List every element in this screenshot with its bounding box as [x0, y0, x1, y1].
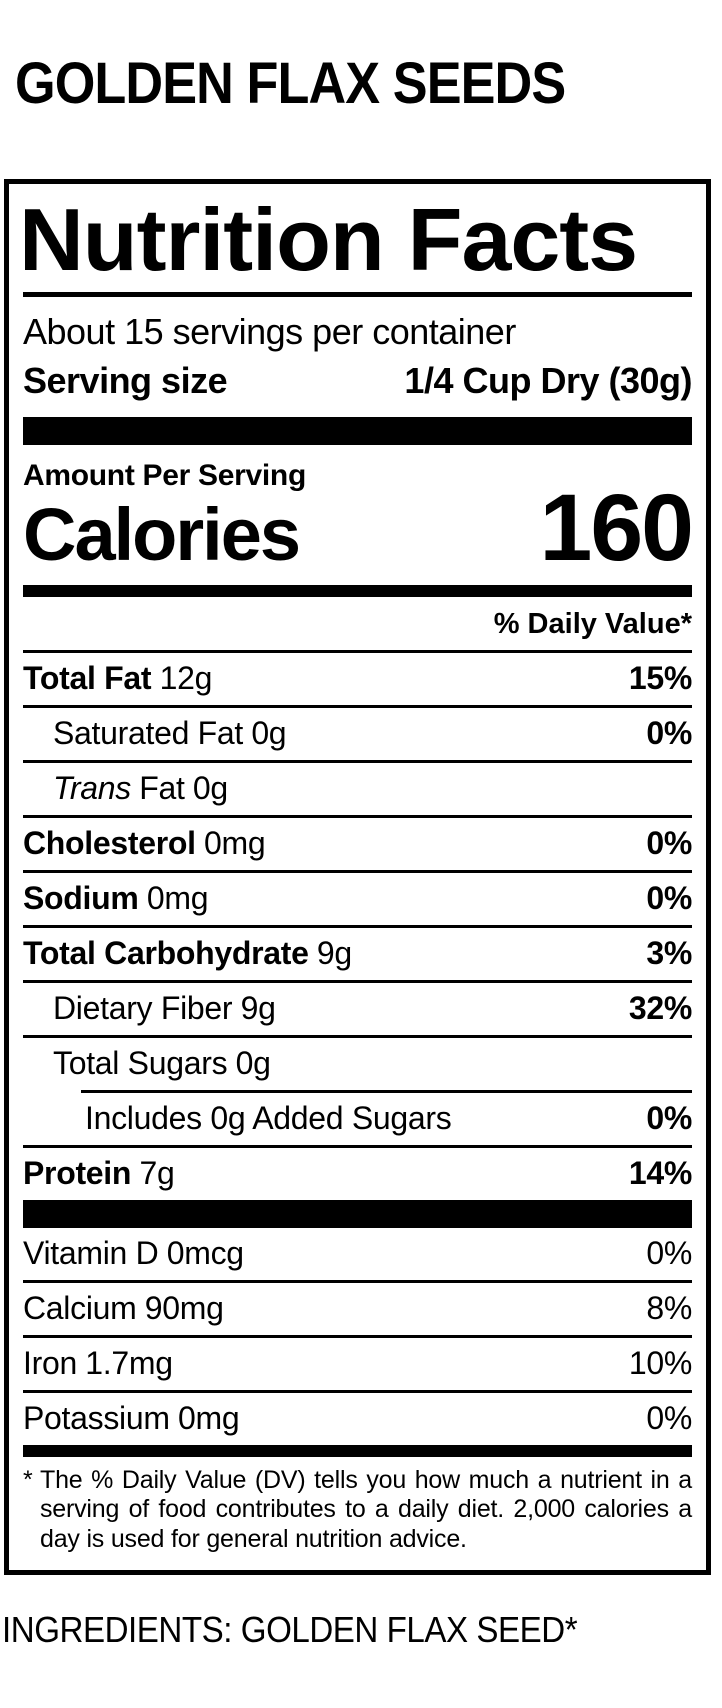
nutrient-amount: 7g	[139, 1155, 175, 1191]
nutrient-amount: 0mg	[146, 880, 209, 916]
nutrient-amount: 0g	[235, 1045, 271, 1081]
nutrient-percent: 10%	[628, 1345, 692, 1381]
nutrient-name-group: Total Sugars 0g	[53, 1045, 271, 1082]
servings-per-container: About 15 servings per container	[23, 311, 516, 352]
nutrient-name: Vitamin D	[23, 1235, 159, 1271]
title-divider	[23, 292, 692, 297]
nutrient-name-group: Sodium 0mg	[23, 880, 209, 917]
nutrient-amount: 0mg	[178, 1400, 240, 1436]
nutrient-name: Includes 0g Added Sugars	[85, 1100, 452, 1136]
nutrient-amount: 0g	[251, 715, 287, 751]
calories-label: Calories	[23, 493, 301, 576]
nutrient-name-group: Potassium 0mg	[23, 1400, 240, 1437]
serving-size-row: Serving size 1/4 Cup Dry (30g)	[23, 360, 692, 402]
nutrient-name: Dietary Fiber	[53, 990, 233, 1026]
nutrient-name-group: Total Carbohydrate 9g	[23, 935, 352, 972]
nutrient-row-total-sugars: Total Sugars 0g	[23, 1035, 692, 1090]
nutrient-percent: 32%	[628, 990, 692, 1026]
nutrient-name: Saturated Fat	[53, 715, 243, 751]
nutrient-name-group: Includes 0g Added Sugars	[85, 1100, 452, 1137]
nutrient-name: Cholesterol	[23, 825, 196, 861]
nutrient-percent: 14%	[628, 1155, 692, 1191]
nutrient-row-sodium: Sodium 0mg 0%	[23, 870, 692, 925]
nutrient-percent: 0%	[646, 715, 692, 751]
nutrient-percent: 0%	[646, 880, 692, 916]
nutrient-percent: 8%	[646, 1290, 692, 1326]
nutrient-name-group: Vitamin D 0mcg	[23, 1235, 244, 1272]
added-sugars-divider	[81, 1090, 692, 1093]
amount-per-serving-label: Amount Per Serving	[23, 459, 306, 492]
nutrient-row-saturated-fat: Saturated Fat 0g 0%	[23, 705, 692, 760]
nutrient-amount: 9g	[316, 935, 352, 971]
nutrient-row-cholesterol: Cholesterol 0mg 0%	[23, 815, 692, 870]
nutrient-name: Calcium	[23, 1290, 137, 1326]
nutrient-name: Total Fat	[23, 660, 152, 696]
footnote-text: The % Daily Value (DV) tells you how muc…	[40, 1466, 692, 1553]
nutrient-amount: 0g	[192, 770, 228, 806]
nutrient-name-group: Trans Fat 0g	[53, 770, 228, 807]
section-bar	[23, 1200, 692, 1228]
nutrient-name: Total Sugars	[53, 1045, 228, 1081]
nutrient-percent: 0%	[646, 1235, 692, 1271]
nutrient-percent: 0%	[646, 825, 692, 861]
micronutrient-row-potassium: Potassium 0mg 0%	[23, 1390, 692, 1445]
nutrition-facts-panel: Nutrition Facts About 15 servings per co…	[4, 179, 711, 1575]
nutrient-name-group: Dietary Fiber 9g	[53, 990, 276, 1027]
section-bar	[23, 1445, 692, 1457]
nutrient-name-group: Cholesterol 0mg	[23, 825, 266, 862]
nutrient-amount: 0mcg	[166, 1235, 244, 1271]
nutrient-row-dietary-fiber: Dietary Fiber 9g 32%	[23, 980, 692, 1035]
micronutrient-row-calcium: Calcium 90mg 8%	[23, 1280, 692, 1335]
nutrient-amount: 90mg	[144, 1290, 224, 1326]
nutrient-row-total-fat: Total Fat 12g 15%	[23, 650, 692, 705]
nutrient-percent: 0%	[646, 1400, 692, 1436]
nutrient-amount: 0mg	[204, 825, 266, 861]
nutrient-name: Protein	[23, 1155, 132, 1191]
ingredients-line: INGREDIENTS: GOLDEN FLAX SEED*	[2, 1608, 578, 1650]
nutrient-amount: 1.7mg	[85, 1345, 173, 1381]
nutrient-row-trans-fat: Trans Fat 0g	[23, 760, 692, 815]
calories-row: Calories 160	[23, 475, 694, 581]
section-bar	[23, 417, 692, 445]
nutrient-name-group: Saturated Fat 0g	[53, 715, 287, 752]
nutrient-name: Potassium	[23, 1400, 170, 1436]
nutrient-amount: 9g	[240, 990, 276, 1026]
nutrient-name: Fat	[139, 770, 185, 806]
micronutrient-row-vitamin-d: Vitamin D 0mcg 0%	[23, 1228, 692, 1280]
product-title: GOLDEN FLAX SEEDS	[15, 51, 566, 116]
footnote: * The % Daily Value (DV) tells you how m…	[23, 1457, 692, 1570]
nutrition-facts-title: Nutrition Facts	[19, 190, 638, 289]
nutrient-name-group: Protein 7g	[23, 1155, 175, 1192]
nutrient-name-italic: Trans	[53, 770, 131, 806]
nutrient-row-total-carbohydrate: Total Carbohydrate 9g 3%	[23, 925, 692, 980]
daily-value-header: % Daily Value*	[493, 608, 692, 640]
nutrient-name: Sodium	[23, 880, 139, 916]
section-bar	[23, 585, 692, 597]
nutrient-percent: 3%	[646, 935, 692, 971]
nutrient-row-protein: Protein 7g 14%	[23, 1145, 692, 1200]
page: GOLDEN FLAX SEEDS Nutrition Facts About …	[0, 50, 722, 1708]
nutrient-percent: 15%	[628, 660, 692, 696]
micronutrient-row-iron: Iron 1.7mg 10%	[23, 1335, 692, 1390]
nutrient-row-added-sugars: Includes 0g Added Sugars 0%	[23, 1093, 692, 1145]
nutrient-name: Iron	[23, 1345, 77, 1381]
nutrient-name-group: Iron 1.7mg	[23, 1345, 173, 1382]
serving-size-value: 1/4 Cup Dry (30g)	[404, 360, 692, 401]
nutrient-percent: 0%	[646, 1100, 692, 1136]
calories-value: 160	[539, 475, 694, 581]
nutrient-amount: 12g	[159, 660, 213, 696]
serving-size-label: Serving size	[23, 360, 228, 401]
nutrient-name: Total Carbohydrate	[23, 935, 309, 971]
nutrient-name-group: Total Fat 12g	[23, 660, 212, 697]
footnote-asterisk: *	[23, 1466, 33, 1494]
nutrient-name-group: Calcium 90mg	[23, 1290, 224, 1327]
